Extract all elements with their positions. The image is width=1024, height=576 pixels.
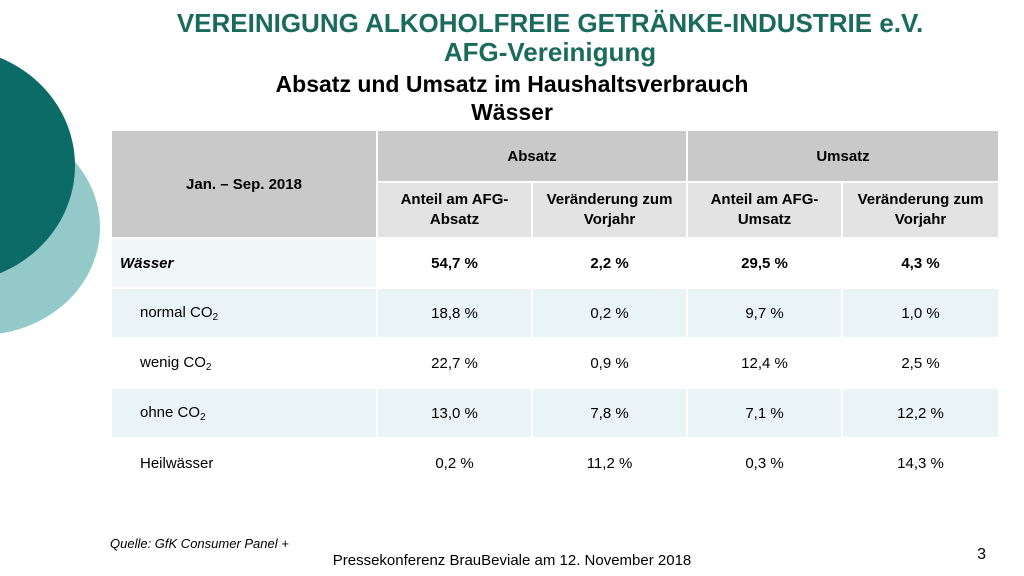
umsatz-change-cell: 2,5 % <box>843 337 999 387</box>
table-row: ohne CO2 13,0 % 7,8 % 7,1 % 12,2 % <box>112 387 999 437</box>
umsatz-group-header: Umsatz <box>688 131 999 181</box>
absatz-group-header: Absatz <box>378 131 686 181</box>
umsatz-change-cell: 1,0 % <box>843 287 999 337</box>
row-label: Wässer <box>112 237 376 287</box>
col-header-line: Veränderung zum <box>546 191 673 208</box>
event-footer: Pressekonferenz BrauBeviale am 12. Novem… <box>332 552 692 569</box>
table-row: wenig CO2 22,7 % 0,9 % 12,4 % 2,5 % <box>112 337 999 387</box>
page-number: 3 <box>977 546 986 563</box>
row-label-text: Wässer <box>120 254 174 272</box>
row-label-text: Heilwässer <box>140 454 214 472</box>
col-header-line: Vorjahr <box>894 211 947 228</box>
umsatz-share-cell: 9,7 % <box>688 287 841 337</box>
table-row: Heilwässer 0,2 % 11,2 % 0,3 % 14,3 % <box>112 437 999 487</box>
absatz-change-cell: 7,8 % <box>533 387 686 437</box>
col-header-change-absatz: Veränderung zum Vorjahr <box>533 181 686 237</box>
col-header-line: Absatz <box>429 211 480 228</box>
col-header-line: Umsatz <box>737 211 792 228</box>
row-label: Heilwässer <box>112 437 376 487</box>
row-label-subscript: 2 <box>200 411 206 423</box>
sales-table: Jan. – Sep. 2018 Absatz Umsatz Anteil am… <box>110 131 1000 487</box>
table-row: normal CO2 18,8 % 0,2 % 9,7 % 1,0 % <box>112 287 999 337</box>
col-header-line: Anteil am AFG- <box>710 191 819 208</box>
absatz-change-cell: 11,2 % <box>533 437 686 487</box>
source-note: Quelle: GfK Consumer Panel + <box>110 536 289 551</box>
umsatz-change-cell: 14,3 % <box>843 437 999 487</box>
row-label: ohne CO2 <box>112 387 376 437</box>
umsatz-share-cell: 12,4 % <box>688 337 841 387</box>
absatz-share-cell: 0,2 % <box>378 437 531 487</box>
col-header-share-umsatz: Anteil am AFG- Umsatz <box>688 181 841 237</box>
row-label-text: normal CO <box>140 303 213 321</box>
col-header-share-absatz: Anteil am AFG- Absatz <box>378 181 531 237</box>
umsatz-change-cell: 12,2 % <box>843 387 999 437</box>
org-name-title: VEREINIGUNG ALKOHOLFREIE GETRÄNKE-INDUST… <box>176 8 924 38</box>
table-row: Wässer 54,7 % 2,2 % 29,5 % 4,3 % <box>112 237 999 287</box>
absatz-share-cell: 13,0 % <box>378 387 531 437</box>
umsatz-share-cell: 7,1 % <box>688 387 841 437</box>
absatz-change-cell: 2,2 % <box>533 237 686 287</box>
slide-subtitle: Absatz und Umsatz im Haushaltsverbrauch <box>275 71 749 97</box>
row-label: normal CO2 <box>112 287 376 337</box>
row-label-text: ohne CO <box>140 403 201 421</box>
org-short-title: AFG-Vereinigung <box>443 37 657 67</box>
col-header-line: Vorjahr <box>583 211 636 228</box>
row-label: wenig CO2 <box>112 337 376 387</box>
absatz-share-cell: 18,8 % <box>378 287 531 337</box>
decorative-circles <box>0 0 110 340</box>
absatz-change-cell: 0,9 % <box>533 337 686 387</box>
col-header-line: Veränderung zum <box>857 191 984 208</box>
col-header-change-umsatz: Veränderung zum Vorjahr <box>843 181 999 237</box>
umsatz-share-cell: 0,3 % <box>688 437 841 487</box>
row-label-subscript: 2 <box>205 361 212 373</box>
absatz-share-cell: 54,7 % <box>378 237 531 287</box>
absatz-share-cell: 22,7 % <box>378 337 531 387</box>
row-label-subscript: 2 <box>212 311 219 323</box>
slide-category: Wässer <box>471 99 553 125</box>
col-header-line: Anteil am AFG- <box>400 191 509 208</box>
period-header: Jan. – Sep. 2018 <box>112 131 376 237</box>
absatz-change-cell: 0,2 % <box>533 287 686 337</box>
umsatz-change-cell: 4,3 % <box>843 237 999 287</box>
umsatz-share-cell: 29,5 % <box>688 237 841 287</box>
row-label-text: wenig CO <box>140 353 206 371</box>
